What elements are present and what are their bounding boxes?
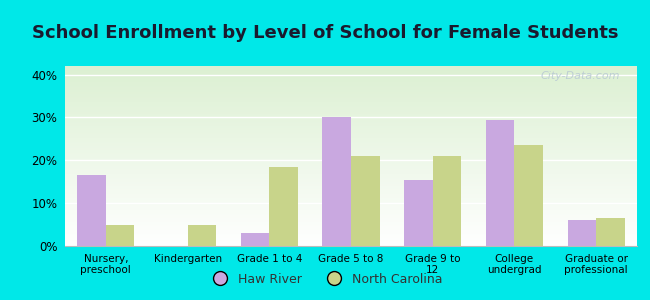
Bar bbox=[433, 156, 462, 246]
Bar bbox=[596, 218, 625, 246]
Bar bbox=[269, 167, 298, 246]
Bar bbox=[567, 220, 596, 246]
Bar bbox=[240, 233, 269, 246]
Text: City-Data.com: City-Data.com bbox=[540, 71, 620, 81]
Bar bbox=[351, 156, 380, 246]
Bar bbox=[77, 175, 106, 246]
Text: School Enrollment by Level of School for Female Students: School Enrollment by Level of School for… bbox=[32, 24, 618, 42]
Legend: Haw River, North Carolina: Haw River, North Carolina bbox=[202, 268, 448, 291]
Bar bbox=[322, 117, 351, 246]
Bar bbox=[486, 120, 514, 246]
Bar bbox=[514, 145, 543, 246]
Bar bbox=[106, 225, 135, 246]
Bar bbox=[404, 180, 433, 246]
Bar bbox=[188, 225, 216, 246]
